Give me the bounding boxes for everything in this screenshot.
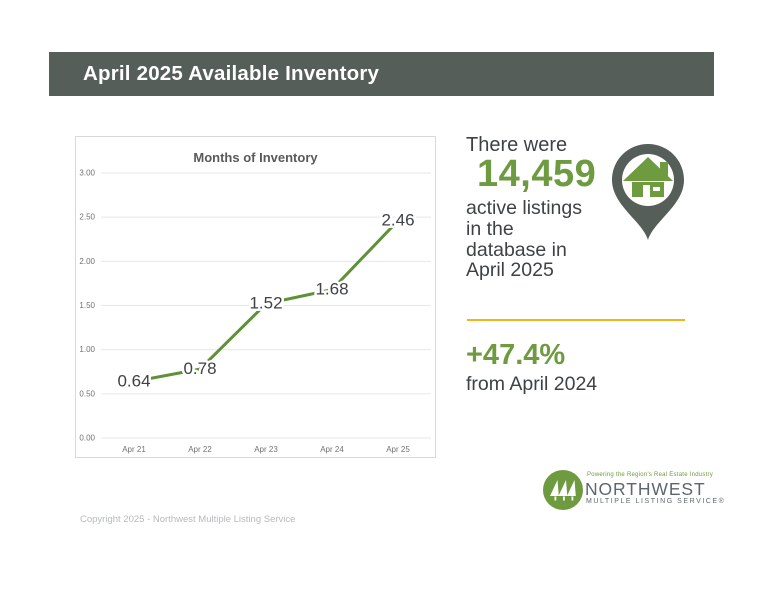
svg-text:0.00: 0.00	[79, 434, 95, 443]
svg-text:2.50: 2.50	[79, 213, 95, 222]
stat-desc-line: in the	[466, 217, 514, 240]
logo-subname: MULTIPLE LISTING SERVICE®	[586, 498, 726, 505]
logo-name: NORTHWEST	[585, 479, 706, 499]
map-pin-house-icon	[610, 142, 686, 242]
svg-text:0.78: 0.78	[183, 359, 216, 378]
copyright-text: Copyright 2025 - Northwest Multiple List…	[80, 514, 296, 525]
nwmls-trees-icon	[543, 470, 583, 510]
svg-text:Apr 24: Apr 24	[320, 445, 344, 454]
house-glyph	[623, 157, 673, 197]
stat-desc-line: April 2025	[466, 259, 554, 282]
active-listings-count: 14,459	[477, 153, 597, 195]
svg-text:1.68: 1.68	[315, 280, 348, 299]
svg-text:Months of Inventory: Months of Inventory	[193, 150, 318, 165]
svg-text:2.00: 2.00	[79, 257, 95, 266]
gold-divider	[467, 319, 685, 321]
map-pin-house-icon-svg	[612, 144, 684, 240]
inventory-line-chart: Months of Inventory 0.00 0.50 1.00 1.50 2.00 2…	[79, 150, 431, 454]
page-title: April 2025 Available Inventory	[83, 62, 380, 85]
svg-text:2.46: 2.46	[381, 211, 414, 230]
stat-desc-line: database in	[466, 238, 567, 261]
stat-desc-line: active listings	[466, 197, 582, 219]
svg-text:0.50: 0.50	[79, 389, 95, 398]
svg-text:Apr 25: Apr 25	[386, 445, 410, 454]
svg-text:0.64: 0.64	[117, 371, 150, 390]
svg-text:Apr 21: Apr 21	[122, 445, 146, 454]
svg-text:Apr 22: Apr 22	[188, 445, 212, 454]
svg-text:3.00: 3.00	[79, 169, 95, 178]
svg-text:1.50: 1.50	[79, 301, 95, 310]
svg-text:Apr 23: Apr 23	[254, 445, 278, 454]
yoy-change-value: +47.4%	[466, 339, 566, 371]
months-of-inventory-chart-card: Months of Inventory 0.00 0.50 1.00 1.50 2.00 2…	[75, 136, 436, 458]
nwmls-logo-icon	[543, 470, 583, 510]
logo-tagline: Powering the Region's Real Estate Indust…	[587, 472, 714, 478]
svg-text:1.00: 1.00	[79, 345, 95, 354]
yoy-change-caption: from April 2024	[466, 373, 598, 395]
svg-text:1.52: 1.52	[249, 294, 282, 313]
header-bar: April 2025 Available Inventory	[49, 52, 714, 96]
stat-desc: active listings in the database in April 20…	[466, 198, 582, 281]
stat-intro-text: There were	[466, 134, 568, 156]
